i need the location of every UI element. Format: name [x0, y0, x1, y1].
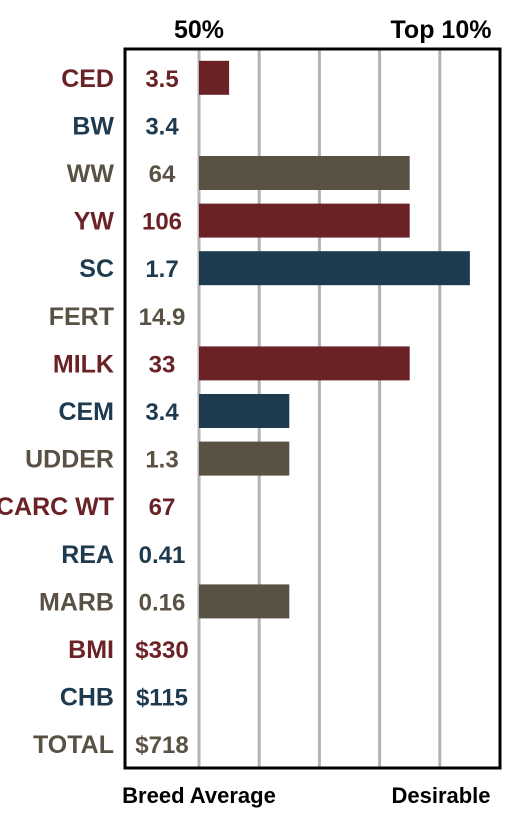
row-value-bmi: $330 [135, 637, 188, 664]
row-value-rea: 0.41 [139, 542, 186, 569]
row-labels: CED 3.5 BW 3.4 WW 64 YW 106 SC 1.7 FERT 14.9 MILK 33 C… [0, 65, 189, 759]
row-value-milk: 33 [149, 351, 176, 378]
row-label-milk: MILK [53, 350, 114, 378]
top-label-top10: Top 10% [391, 16, 492, 44]
frame-layer [123, 47, 502, 770]
row-label-ced: CED [61, 65, 114, 93]
row-label-cem: CEM [58, 398, 114, 426]
row-label-bw: BW [72, 112, 114, 140]
row-value-udder: 1.3 [145, 447, 178, 474]
row-value-bw: 3.4 [145, 113, 179, 140]
row-value-sc: 1.7 [145, 256, 178, 283]
bar-ww [199, 156, 410, 190]
row-label-rea: REA [61, 541, 114, 569]
row-label-carc-wt: CARC WT [0, 493, 114, 521]
row-label-sc: SC [79, 255, 114, 283]
bar-ced [199, 60, 230, 95]
bar-cem [199, 394, 290, 428]
row-value-fert: 14.9 [139, 304, 186, 331]
row-value-marb: 0.16 [139, 589, 186, 616]
row-value-ced: 3.5 [145, 66, 178, 93]
row-label-fert: FERT [49, 303, 114, 331]
row-value-carc-wt: 67 [149, 494, 176, 521]
bar-marb [199, 584, 290, 619]
bar-milk [199, 346, 410, 381]
row-label-total: TOTAL [33, 731, 114, 759]
row-value-ww: 64 [149, 161, 176, 188]
row-value-total: $718 [135, 732, 188, 759]
row-label-marb: MARB [39, 588, 114, 616]
row-label-chb: CHB [60, 684, 114, 712]
row-label-yw: YW [74, 208, 115, 236]
row-value-chb: $115 [136, 685, 188, 712]
bottom-label-breed-average: Breed Average [122, 783, 276, 808]
row-label-udder: UDDER [25, 446, 114, 474]
row-value-cem: 3.4 [145, 399, 179, 426]
row-value-yw: 106 [142, 209, 182, 236]
row-label-ww: WW [67, 160, 115, 188]
chart-frame [123, 47, 502, 770]
bar-yw [199, 203, 410, 238]
bars [199, 60, 470, 619]
top-label-50: 50% [174, 16, 224, 44]
bar-sc [199, 251, 470, 286]
row-label-bmi: BMI [68, 636, 114, 664]
bottom-label-desirable: Desirable [391, 783, 490, 808]
bar-udder [199, 441, 290, 476]
